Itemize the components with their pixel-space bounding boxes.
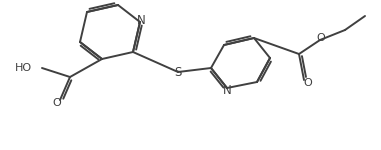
Text: O: O: [304, 78, 312, 88]
Text: O: O: [53, 98, 61, 108]
Text: N: N: [223, 84, 231, 96]
Text: HO: HO: [15, 63, 32, 73]
Text: N: N: [137, 15, 146, 27]
Text: S: S: [174, 66, 182, 78]
Text: O: O: [317, 33, 325, 43]
